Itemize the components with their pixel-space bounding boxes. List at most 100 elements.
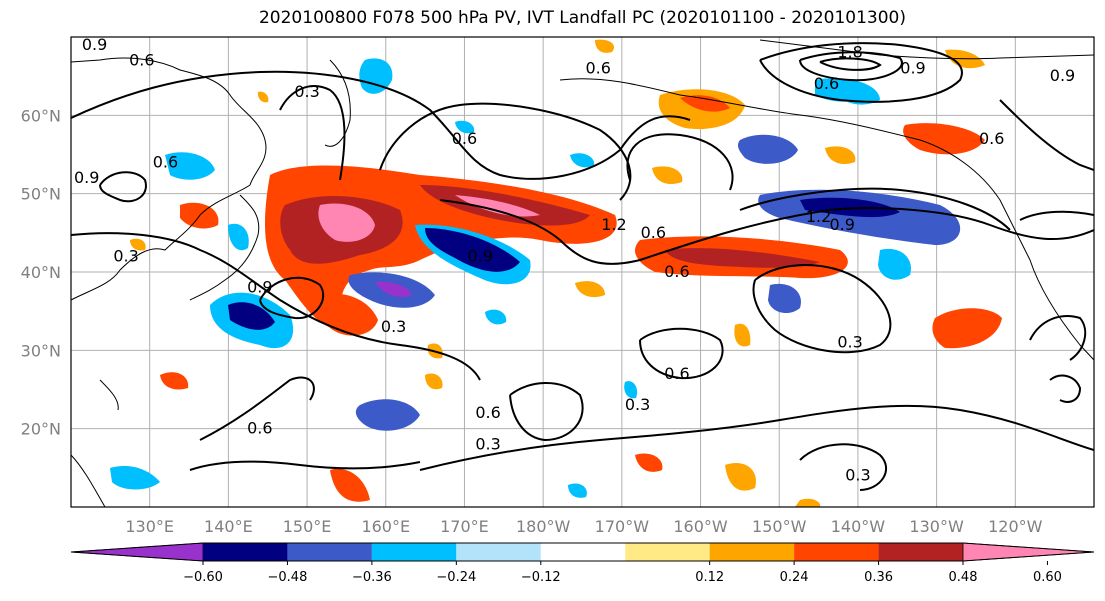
positive-anomaly-region (425, 373, 443, 390)
contour-label: 0.3 (294, 82, 319, 101)
contour-line (1049, 374, 1082, 403)
contour-line (509, 382, 584, 442)
contour-label: 0.9 (74, 168, 99, 187)
negative-anomaly-region (568, 483, 587, 498)
positive-anomaly-region (825, 146, 856, 165)
longitude-label: 160°W (673, 517, 728, 536)
contour-line (199, 376, 315, 441)
contour-line (71, 70, 691, 180)
latitude-labels: 60°N 50°N 40°N 30°N 20°N (21, 106, 61, 438)
negative-anomaly-region (165, 152, 215, 180)
japan-coastline (189, 194, 260, 301)
latitude-label: 50°N (21, 185, 61, 204)
positive-anomaly-region (160, 372, 189, 390)
contour-label: 0.9 (247, 278, 272, 297)
contour-label: 0.6 (247, 419, 272, 438)
colorbar-extend-high (962, 542, 1095, 562)
map-frame (70, 36, 1095, 508)
colorbar-tick-label: 0.24 (780, 570, 809, 585)
colorbar-tick-label: 0.12 (695, 570, 724, 585)
contour-line (626, 133, 734, 191)
contour-line (279, 85, 346, 181)
positive-anomaly-region (595, 39, 615, 53)
colorbar-swatch (625, 543, 710, 561)
contour-label: 0.3 (625, 395, 650, 414)
strong-negative-core (228, 302, 275, 330)
colorbar-swatch (709, 543, 795, 561)
extreme-band (455, 195, 540, 217)
longitude-label: 140°W (831, 517, 886, 536)
negative-anomaly-region (359, 58, 393, 94)
colorbar: −0.60 −0.48 −0.36 −0.24 −0.12 0.12 0.24 0.36 0.4… (70, 542, 1095, 585)
contour-label: 0.6 (452, 129, 477, 148)
kamchatka-coastline (324, 59, 351, 147)
map-title: 2020100800 F078 500 hPa PV, IVT Landfall… (258, 8, 906, 28)
colorbar-tick-label: −0.12 (521, 570, 561, 585)
contour-line (439, 199, 1094, 265)
contour-label: 0.3 (381, 317, 406, 336)
negative-anomaly-region (228, 223, 249, 251)
contour-label: 0.6 (475, 403, 500, 422)
strong-positive-core (665, 248, 820, 268)
contour-line (1019, 210, 1094, 221)
strong-negative-core (425, 228, 520, 272)
pv-shading (110, 39, 1002, 507)
longitude-labels: 130°E 140°E 150°E 160°E 170°E 180°W 170°W 160°W… (125, 517, 1042, 536)
contour-line (752, 264, 892, 354)
pv-contours (71, 42, 1094, 491)
positive-anomaly-region (932, 308, 1002, 349)
negative-anomaly-region (878, 248, 911, 280)
positive-anomaly-region (652, 166, 683, 185)
longitude-label: 160°E (361, 517, 410, 536)
contour-line (1029, 315, 1087, 361)
strong-negative-core (800, 197, 900, 218)
contour-line (799, 443, 887, 491)
latitude-label: 30°N (21, 341, 61, 360)
contour-label: 0.9 (82, 35, 107, 54)
negative-anomaly-region (455, 120, 475, 134)
graticule (71, 37, 1094, 507)
contour-label: 0.9 (900, 58, 925, 77)
contour-line (419, 404, 1094, 471)
contour-labels: 0.9 0.6 0.3 0.6 1.8 0.9 0.6 0.9 0.6 0.6 0.6 0.9 1.2 0… (74, 35, 1075, 485)
contour-label: 0.6 (979, 129, 1004, 148)
positive-anomaly-region (575, 281, 605, 298)
longitude-label: 170°W (595, 517, 650, 536)
colorbar-swatch (287, 543, 372, 561)
latitude-label: 60°N (21, 106, 61, 125)
positive-anomaly-region (257, 91, 269, 103)
contour-line (71, 232, 481, 381)
contour-label: 0.3 (837, 333, 862, 352)
contour-label: 1.8 (837, 43, 862, 62)
contour-label: 1.2 (601, 215, 626, 234)
alaska-coastline (559, 78, 1094, 361)
contour-label: 0.3 (113, 246, 138, 265)
positive-anomaly-region (635, 453, 663, 472)
positive-anomaly-region (725, 462, 756, 491)
positive-anomaly-region (330, 468, 370, 502)
contour-label: 0.6 (814, 74, 839, 93)
latitude-label: 40°N (21, 263, 61, 282)
longitude-label: 150°W (752, 517, 807, 536)
longitude-label: 140°E (204, 517, 253, 536)
positive-anomaly-region (903, 123, 985, 155)
contour-line (759, 42, 963, 103)
positive-anomaly-region (795, 498, 821, 507)
colorbar-tick-label: 0.36 (864, 570, 893, 585)
contour-label: 0.9 (1050, 66, 1075, 85)
contour-line (739, 187, 1011, 231)
contour-label: 0.6 (664, 364, 689, 383)
contour-label: 0.6 (664, 262, 689, 281)
colorbar-swatch (456, 543, 541, 561)
colorbar-swatch (794, 543, 879, 561)
asia-coastline (71, 454, 106, 507)
contour-line (999, 99, 1094, 171)
colorbar-swatch (371, 543, 457, 561)
contour-line (259, 276, 325, 320)
asia-coastline (99, 379, 119, 411)
negative-anomaly-region (355, 399, 420, 431)
contour-label: 0.9 (829, 215, 854, 234)
contour-line (639, 327, 724, 380)
negative-anomaly-region (110, 465, 160, 490)
contour-label: 0.6 (586, 58, 611, 77)
